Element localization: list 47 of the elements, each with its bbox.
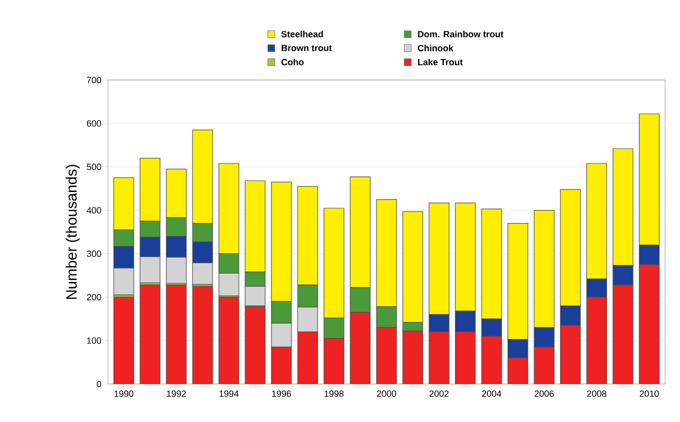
y-axis-title: Number (thousands) [66,164,80,299]
bar [114,297,134,384]
bar [429,332,450,384]
bar [298,332,318,384]
bar [534,347,554,384]
bar [638,264,660,384]
bar [324,338,344,384]
bar [586,297,607,384]
x-tick-label: 2002 [430,390,449,397]
bar [508,358,528,384]
y-tick-label: 0 [96,380,102,388]
bar [560,325,580,384]
legend-label: Steelhead [281,30,323,38]
legend-label: Lake Trout [418,58,463,66]
bar [140,284,160,384]
legend-label: Coho [281,58,304,66]
x-tick-label: 2010 [640,390,659,397]
y-tick-label: 400 [86,207,102,214]
y-tick-label: 200 [86,294,102,300]
bar [482,336,502,384]
legend-label: Dom. Rainbow trout [418,30,504,38]
x-tick-label: 2006 [534,390,554,397]
bar [402,331,423,384]
y-tick-label: 700 [86,76,102,84]
legend-label: Chinook [418,44,454,52]
bar [350,312,370,384]
x-tick-label: 1994 [220,390,239,397]
y-tick-label: 100 [87,337,102,344]
bar [245,306,266,384]
x-tick-label: 2000 [376,390,396,397]
bar [376,328,397,384]
x-tick-label: 2004 [482,390,502,397]
bar [192,286,213,384]
x-tick-label: 1992 [167,390,186,397]
x-tick-label: 1990 [114,390,134,397]
bar [612,284,633,384]
y-tick-label: 600 [86,120,102,127]
y-tick-label: 300 [86,250,102,257]
x-tick-label: 2008 [587,390,606,397]
x-tick-label: 1996 [272,390,291,397]
bar [218,297,239,384]
y-tick-label: 500 [86,164,102,170]
bar [271,347,292,384]
bar [455,332,476,384]
legend-label: Brown trout [282,44,332,52]
bar [166,284,186,384]
x-tick-label: 1998 [324,390,344,397]
